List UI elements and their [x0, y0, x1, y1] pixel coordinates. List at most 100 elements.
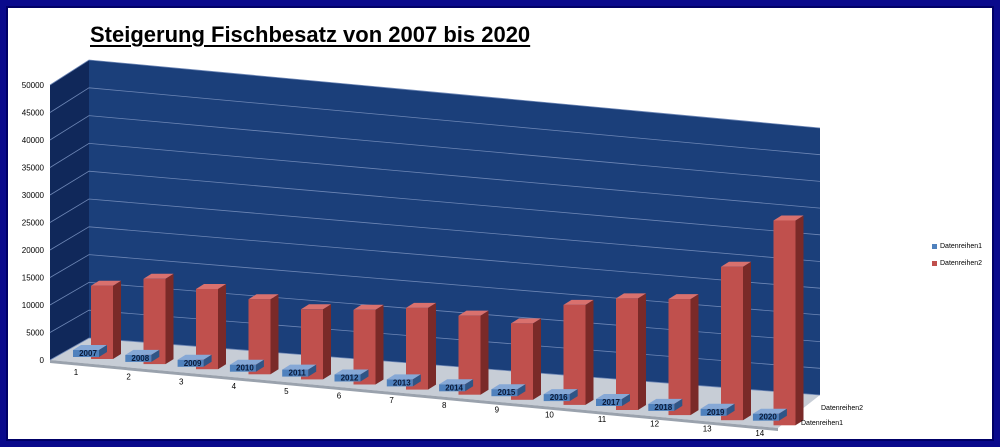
bar-series-1-side [412, 374, 421, 387]
data-label-series-1: 2007 [79, 349, 97, 358]
bar-series-2-top [301, 304, 331, 310]
bar-series-1-side [674, 398, 683, 411]
bar-series-2-side [428, 302, 436, 390]
bar-series-1-side [151, 349, 160, 362]
bar-series-1-top [700, 403, 735, 409]
bar-series-1-top [125, 349, 160, 355]
y-tick-label: 10000 [22, 301, 45, 310]
bar-series-1-side [622, 394, 630, 406]
bar-series-1 [386, 379, 413, 387]
x-tick-label: 13 [703, 424, 712, 433]
bar-series-1-side [517, 384, 526, 397]
bar-series-1 [596, 399, 622, 406]
bar-series-2-side [690, 294, 699, 416]
data-label-series-1: 2015 [498, 388, 516, 397]
bar-series-2-side [480, 310, 489, 395]
data-label-series-1: 2020 [759, 413, 777, 422]
x-tick-label: 2 [126, 373, 131, 382]
bar-series-1-top [491, 384, 526, 390]
bar-series-2-top [773, 215, 804, 221]
bar-series-2 [616, 298, 638, 410]
bar-series-1-side [569, 389, 578, 402]
y-tick-label: 30000 [22, 191, 45, 200]
data-label-series-1: 2019 [707, 408, 725, 417]
gridline [49, 254, 821, 316]
bar-series-1 [229, 364, 256, 372]
bar-series-1 [282, 369, 309, 377]
bar-series-2 [458, 315, 481, 395]
legend-label-series-1: Datenreihen1 [940, 243, 983, 250]
bar-series-1-top [73, 345, 107, 350]
y-tick-label: 35000 [22, 164, 45, 173]
x-tick-label: 12 [650, 420, 659, 429]
data-label-series-1: 2017 [602, 398, 620, 407]
bar-series-2-side [165, 273, 174, 365]
bar-series-1-side [255, 359, 264, 372]
y-tick-label: 40000 [22, 136, 45, 145]
bar-series-2-top [721, 261, 751, 267]
bar-series-1-top [543, 389, 578, 395]
bar-series-2-side [533, 318, 541, 400]
x-tick-label: 10 [545, 410, 554, 419]
bar-series-1-side [778, 408, 787, 421]
data-label-series-1: 2013 [393, 378, 411, 387]
bar-series-1-top [282, 364, 317, 370]
bar-series-2-top [353, 304, 384, 310]
legend-swatch-series-1 [932, 244, 937, 249]
gridline [49, 87, 821, 156]
y-tick-label: 45000 [22, 109, 45, 118]
bar-series-2-top [668, 294, 699, 300]
depth-axis-label-1: Datenreihen2 [821, 405, 863, 412]
bar-series-2 [301, 309, 323, 380]
gridline [49, 142, 821, 209]
x-tick-label: 1 [74, 368, 79, 377]
data-label-series-1: 2009 [184, 359, 202, 368]
y-tick-label: 50000 [22, 81, 45, 90]
x-tick-label: 5 [284, 387, 289, 396]
bar-series-2-top [406, 302, 436, 308]
y-tick-label: 5000 [26, 329, 44, 338]
x-tick-label: 7 [389, 396, 394, 405]
bar-series-1 [73, 350, 99, 357]
gridline [49, 59, 821, 129]
bar-series-2 [721, 266, 743, 421]
x-tick-label: 8 [442, 401, 447, 410]
bar-series-1-side [465, 379, 474, 392]
bar-series-2-side [585, 299, 594, 405]
bar-series-2 [196, 288, 218, 370]
bar-series-1-side [308, 364, 317, 377]
bar-series-2 [406, 307, 428, 390]
bar-series-1-side [99, 345, 107, 357]
bar-series-1 [334, 374, 361, 382]
bar-series-2-side [270, 294, 279, 375]
bar-series-2-side [375, 304, 384, 385]
bar-series-2-side [795, 215, 804, 426]
x-tick-label: 4 [232, 382, 237, 391]
depth-axis-label-2: Datenreihen1 [801, 420, 843, 427]
y-tick-label: 25000 [22, 219, 45, 228]
bar-series-2-side [638, 293, 646, 410]
bar-series-1-top [439, 379, 474, 385]
x-tick-label: 3 [179, 377, 184, 386]
bar-series-2 [248, 299, 271, 375]
data-label-series-1: 2012 [341, 374, 359, 383]
legend-entry-series-2: Datenreihen2 [932, 260, 982, 267]
data-label-series-1: 2014 [445, 383, 463, 392]
chart-title: Steigerung Fischbesatz von 2007 bis 2020 [90, 22, 531, 47]
bar-series-2-side [113, 280, 121, 359]
bar-series-2-top [563, 299, 594, 305]
bar-series-1-side [726, 403, 735, 416]
bar-series-1 [491, 389, 518, 397]
data-label-series-1: 2008 [131, 354, 149, 363]
bar-series-1-top [177, 354, 212, 360]
floor-edge [50, 360, 778, 431]
data-label-series-1: 2016 [550, 393, 568, 402]
data-label-series-1: 2011 [289, 369, 307, 378]
bar-series-1-top [752, 408, 787, 414]
bar-series-2-top [143, 273, 174, 279]
bar-series-2 [511, 323, 533, 400]
gridline [49, 115, 821, 182]
data-label-series-1: 2010 [236, 364, 254, 373]
bar-series-2-top [511, 318, 541, 324]
